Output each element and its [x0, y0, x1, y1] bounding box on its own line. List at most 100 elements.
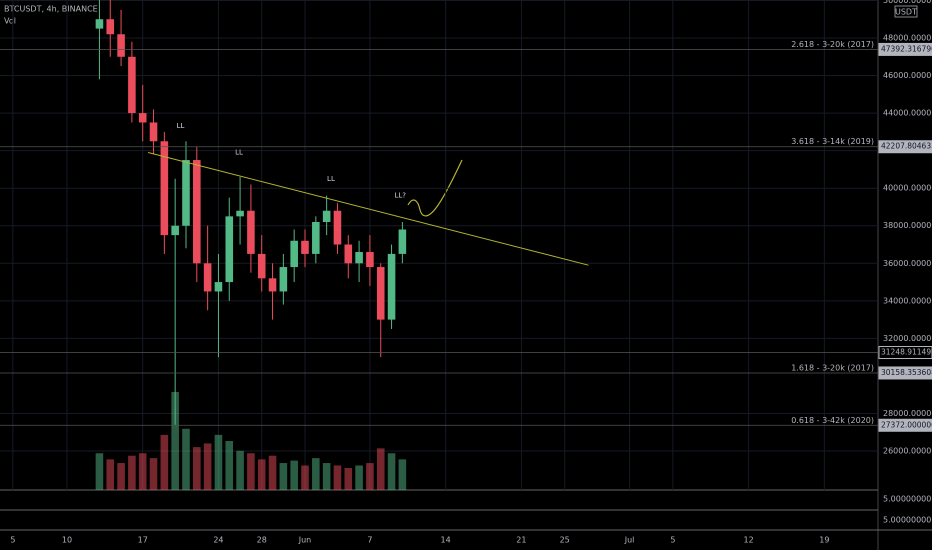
candle-body — [95, 19, 104, 29]
x-tick-label: 21 — [516, 536, 526, 545]
volume-bar — [387, 453, 396, 490]
level-price: 30158.35360880 — [881, 368, 932, 377]
candle-body — [193, 160, 201, 264]
x-tick-label: 14 — [441, 536, 451, 545]
candle-body — [279, 267, 288, 292]
volume-bar — [160, 434, 169, 490]
candle-body — [171, 225, 179, 236]
level-price: 31248.91149765 — [881, 347, 932, 356]
candle-body — [106, 19, 115, 35]
volume-bar — [290, 460, 298, 490]
volume-bar — [128, 455, 136, 490]
y-tick-label: 38000.00000000 — [883, 221, 932, 230]
candle-body — [333, 210, 342, 245]
volume-label: Vol — [4, 17, 16, 26]
annotation: LL — [177, 122, 185, 130]
annotation: LL — [327, 175, 335, 183]
level-price: 27372.00000000 — [881, 420, 932, 429]
y-tick-label: 50000.00000000 — [883, 0, 932, 5]
y-tick-label: 34000.00000000 — [883, 296, 932, 305]
candle-body — [247, 210, 255, 254]
candle-body — [355, 252, 363, 264]
y-tick-label: 32000.00000000 — [883, 334, 932, 343]
pane-label: 5.00000000 — [883, 495, 931, 504]
annotation: LL — [235, 149, 243, 157]
volume-bar — [225, 441, 234, 490]
volume-bar — [398, 459, 407, 490]
candle-body — [387, 253, 396, 320]
level-name: 0.618 - 3-42k (2020) — [791, 416, 874, 425]
candle-body — [398, 229, 407, 254]
candle-body — [182, 160, 190, 226]
candle-body — [203, 263, 212, 292]
projection-curve — [407, 159, 463, 217]
candle-body — [149, 122, 158, 142]
volume-bar — [376, 448, 385, 490]
chart-title: BTCUSDT, 4h, BINANCE — [4, 5, 98, 14]
currency: USDT — [895, 8, 917, 17]
volume-bar — [279, 463, 288, 490]
volume-bar — [312, 458, 320, 490]
trendline — [147, 152, 589, 266]
candle-body — [376, 267, 385, 320]
volume-bar — [193, 447, 201, 490]
volume-bar — [344, 467, 353, 490]
level-price-box — [878, 345, 932, 359]
candle-body — [128, 56, 136, 114]
y-tick-label: 26000.00000000 — [883, 447, 932, 456]
volume-bar — [149, 458, 158, 490]
volume-bar — [95, 453, 104, 490]
y-tick-label: 40000.00000000 — [883, 184, 932, 193]
y-tick-label: 46000.00000000 — [883, 71, 932, 80]
x-tick-label: 25 — [560, 536, 570, 545]
volume-bar — [106, 459, 115, 490]
candle-body — [214, 282, 223, 292]
level-price-box — [878, 140, 932, 154]
level-price: 47392.31679029 — [881, 44, 932, 53]
x-tick-label: 10 — [62, 536, 72, 545]
candle-body — [117, 34, 125, 57]
pane-label: 5.00000000 — [883, 516, 931, 525]
candle-body — [225, 216, 234, 283]
volume-bar — [257, 459, 266, 490]
x-tick-label: 12 — [744, 536, 754, 545]
x-tick-label: 5 — [10, 536, 15, 545]
candle-body — [290, 240, 298, 268]
volume-bar — [203, 443, 212, 490]
level-name: 1.618 - 3-20k (2017) — [791, 363, 874, 372]
volume-bar — [247, 453, 255, 490]
y-tick-label: 28000.00000000 — [883, 409, 932, 418]
candle-body — [301, 240, 309, 254]
y-tick-label: 48000.00000000 — [883, 33, 932, 42]
volume-bar — [171, 392, 179, 490]
candle-body — [268, 278, 277, 292]
annotation: LL? — [394, 192, 406, 200]
candle-body — [138, 113, 147, 123]
x-tick-label: 7 — [367, 536, 372, 545]
volume-bar — [355, 465, 363, 490]
volume-bar — [214, 434, 223, 490]
volume-bar — [268, 455, 277, 490]
x-tick-label: 17 — [138, 536, 148, 545]
volume-bar — [301, 465, 309, 490]
volume-bar — [333, 465, 342, 490]
volume-bar — [366, 463, 374, 490]
volume-bar — [236, 450, 244, 490]
candle-body — [236, 210, 244, 217]
x-tick-label: 28 — [257, 536, 267, 545]
x-tick-label: Jul — [624, 536, 635, 545]
x-tick-label: 5 — [670, 536, 675, 545]
level-name: 3.618 - 3-14k (2019) — [791, 137, 874, 146]
candle-body — [160, 141, 169, 236]
candle-body — [312, 221, 320, 254]
volume-bar — [138, 453, 147, 490]
level-price-box — [878, 42, 932, 56]
x-tick-label: Jun — [298, 536, 312, 545]
level-name: 2.618 - 3-20k (2017) — [791, 40, 874, 49]
y-tick-label: 36000.00000000 — [883, 259, 932, 268]
level-price: 42207.80463396 — [881, 142, 932, 151]
volume-bar — [182, 428, 190, 490]
level-price-box — [878, 418, 932, 432]
candle-body — [322, 210, 331, 222]
level-price-box — [878, 366, 932, 380]
